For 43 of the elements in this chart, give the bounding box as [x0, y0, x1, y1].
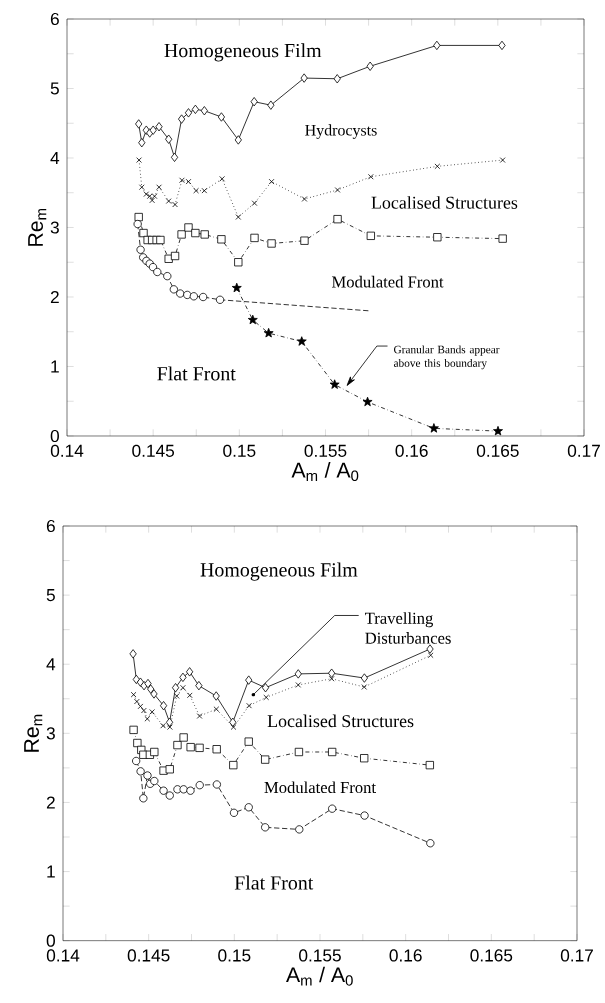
x-tick-label: 0.155 [304, 444, 347, 457]
x-tick-label: 0.17 [560, 949, 593, 962]
x-tick-label: 0.145 [132, 444, 175, 457]
y-tick-label: 0 [46, 934, 55, 947]
y-tick-label: 0 [50, 429, 59, 443]
y-tick-label: 6 [46, 519, 55, 533]
annotation: Flat Front [234, 875, 314, 890]
x-axis-title: A$_{m}$ / A$_{0}$ [291, 462, 359, 482]
annotation: Travelling Disturbances [365, 612, 451, 644]
y-tick-label: 2 [46, 796, 55, 809]
y-axis-title: Re$_{m}$ [24, 714, 43, 752]
x-tick-label: 0.16 [395, 444, 428, 457]
annotation: Flat Front [157, 366, 236, 381]
y-tick-label: 4 [46, 658, 56, 671]
x-axis-title: A$_{m}$ / A$_{0}$ [286, 966, 353, 986]
y-tick-label: 6 [50, 12, 59, 26]
x-tick-label: 0.165 [476, 444, 519, 457]
x-tick-label: 0.14 [50, 444, 84, 457]
y-tick-label: 4 [50, 152, 60, 164]
x-tick-label: 0.165 [470, 949, 513, 962]
x-tick-label: 0.14 [46, 949, 80, 962]
x-tick-label: 0.16 [389, 949, 422, 962]
y-tick-label: 3 [46, 727, 55, 740]
y-tick-label: 3 [50, 221, 59, 234]
x-tick-label: 0.17 [567, 444, 600, 457]
annotation: Modulated Front [264, 781, 376, 794]
y-tick-label: 1 [51, 360, 59, 373]
x-tick-label: 0.155 [299, 949, 341, 962]
annotation: Localised Structures [371, 196, 518, 209]
x-tick-label: 0.145 [127, 949, 170, 962]
annotation: Modulated Front [331, 275, 444, 288]
annotation: Localised Structures [267, 714, 414, 728]
y-axis-title: Re$_{m}$ [28, 209, 47, 246]
annotation: Homogeneous Film [164, 43, 322, 62]
x-tick-label: 0.15 [223, 444, 256, 457]
annotation: Granular Bands appear above this boundary [393, 345, 500, 370]
y-tick-label: 5 [46, 589, 55, 602]
y-tick-label: 1 [47, 865, 55, 878]
y-tick-label: 2 [50, 290, 59, 304]
annotation: Homogeneous Film [200, 562, 358, 581]
x-tick-label: 0.15 [218, 949, 251, 962]
y-tick-label: 5 [50, 82, 59, 95]
annotation: Hydrocysts [305, 124, 377, 139]
